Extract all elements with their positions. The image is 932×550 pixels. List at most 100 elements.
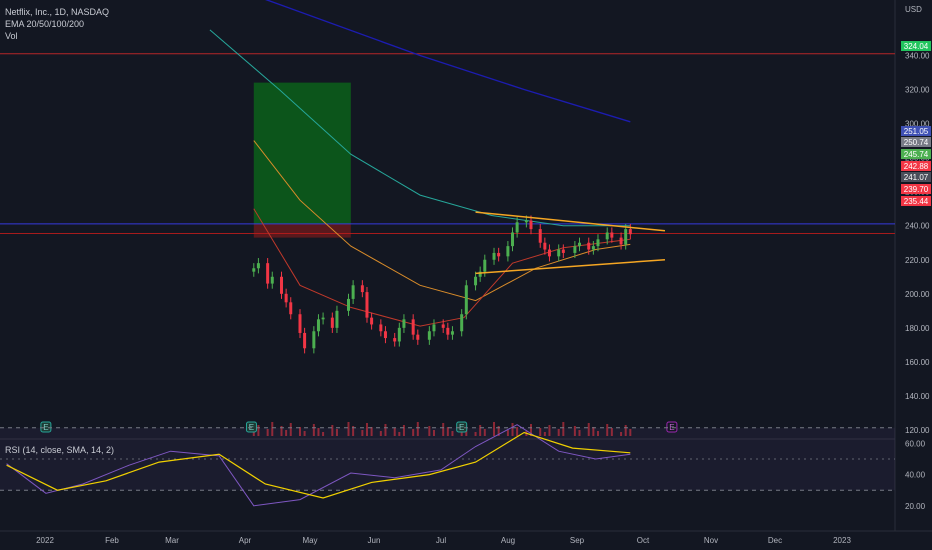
candle-body (450, 331, 454, 335)
volume-bar (289, 423, 292, 436)
price-label-2: 250.74 (901, 137, 931, 147)
volume-bar (479, 425, 482, 436)
price-tick-label: 340.00 (905, 51, 930, 60)
volume-bar (442, 423, 445, 436)
volume-bar (280, 426, 283, 436)
candle-body (446, 327, 450, 335)
ema-50-line (253, 140, 631, 302)
candle-body (547, 249, 551, 257)
time-tick-label: Feb (105, 536, 119, 545)
time-tick-label: Mar (165, 536, 179, 545)
volume-bar (298, 427, 301, 436)
earnings-marker-1: E (245, 421, 257, 433)
candle-body (619, 237, 623, 245)
price-tick-label: 320.00 (905, 86, 930, 95)
time-tick-label: Apr (239, 536, 252, 545)
candle-body (335, 310, 339, 328)
volume-bar (539, 428, 542, 436)
rsi-line (6, 424, 631, 507)
time-tick-label: Dec (768, 536, 782, 545)
rsi-band (0, 427, 895, 491)
volume-bar (331, 425, 334, 436)
ema-20-line (253, 208, 631, 327)
price-tick-label: 140.00 (905, 392, 930, 401)
position-target-zone (253, 82, 351, 224)
volume-bar (620, 432, 623, 436)
price-tick-label: 240.00 (905, 222, 930, 231)
price-label-bg (901, 137, 931, 147)
price-label-text: 239.70 (904, 185, 929, 194)
price-label-text: 250.74 (904, 138, 929, 147)
volume-bar (393, 428, 396, 436)
candle-body (303, 332, 307, 349)
price-label-text: 241.07 (904, 173, 929, 182)
time-tick-label: 2022 (36, 536, 54, 545)
candle-body (284, 293, 288, 303)
earnings-marker-box (666, 421, 678, 433)
candle-body (596, 239, 600, 247)
volume-bar (629, 429, 632, 436)
candle-body (289, 302, 293, 315)
volume-bar (497, 426, 500, 436)
candle-body (270, 276, 274, 284)
volume-bar (451, 431, 454, 436)
volume-bar (624, 425, 627, 436)
price-label-text: 235.44 (904, 197, 929, 206)
candle-body (591, 246, 595, 250)
earnings-marker-box (245, 421, 257, 433)
price-label-4: 242.88 (901, 161, 931, 171)
candle-body (529, 220, 533, 230)
price-label-text: 242.88 (904, 162, 929, 171)
candle-body (587, 242, 591, 250)
candle-body (298, 314, 302, 333)
candle-body (316, 319, 320, 332)
candle-body (610, 232, 614, 238)
price-tick-label: 300.00 (905, 120, 930, 129)
volume-bars (252, 422, 632, 436)
price-label-bg (901, 41, 931, 51)
candle-body (628, 229, 632, 235)
volume-bar (361, 430, 364, 436)
volume-bar (271, 422, 274, 436)
time-tick-label: Oct (637, 536, 650, 545)
ema-200-line (265, 0, 631, 123)
candle-body (393, 338, 397, 342)
price-tick-label: 200.00 (905, 290, 930, 299)
price-label-text: 245.74 (904, 150, 929, 159)
volume-bar (266, 429, 269, 436)
candle-body (351, 285, 355, 299)
candle-body (416, 334, 420, 340)
rsi-tick-label: 40.00 (905, 471, 926, 480)
candle-body (464, 285, 468, 315)
candle-body (441, 324, 445, 328)
time-tick-label: Jun (368, 536, 381, 545)
candle-body (252, 268, 256, 272)
volume-bar (370, 427, 373, 436)
volume-bar (347, 422, 350, 436)
volume-bar (516, 427, 519, 436)
symbol-legend: Netflix, Inc., 1D, NASDAQ (5, 7, 110, 17)
candle-body (330, 317, 334, 328)
rsi-sma-line (6, 431, 631, 499)
price-label-5: 241.07 (901, 172, 931, 182)
candle-body (605, 232, 609, 240)
candle-body (312, 331, 316, 349)
candle-body (497, 252, 501, 257)
price-label-text: 324.04 (904, 42, 929, 51)
volume-bar (506, 430, 509, 436)
earnings-marker-2: E (456, 421, 468, 433)
volume-bar (402, 425, 405, 436)
volume-bar (587, 423, 590, 436)
candle-body (538, 229, 542, 243)
candle-body (557, 249, 561, 257)
candle-body (460, 314, 464, 332)
volume-bar (312, 424, 315, 436)
time-tick-label: Aug (501, 536, 515, 545)
volume-bar (303, 431, 306, 436)
candle-body (280, 276, 284, 294)
candle-body (573, 246, 577, 253)
volume-bar (573, 426, 576, 436)
triangle-lower-line (475, 259, 666, 275)
